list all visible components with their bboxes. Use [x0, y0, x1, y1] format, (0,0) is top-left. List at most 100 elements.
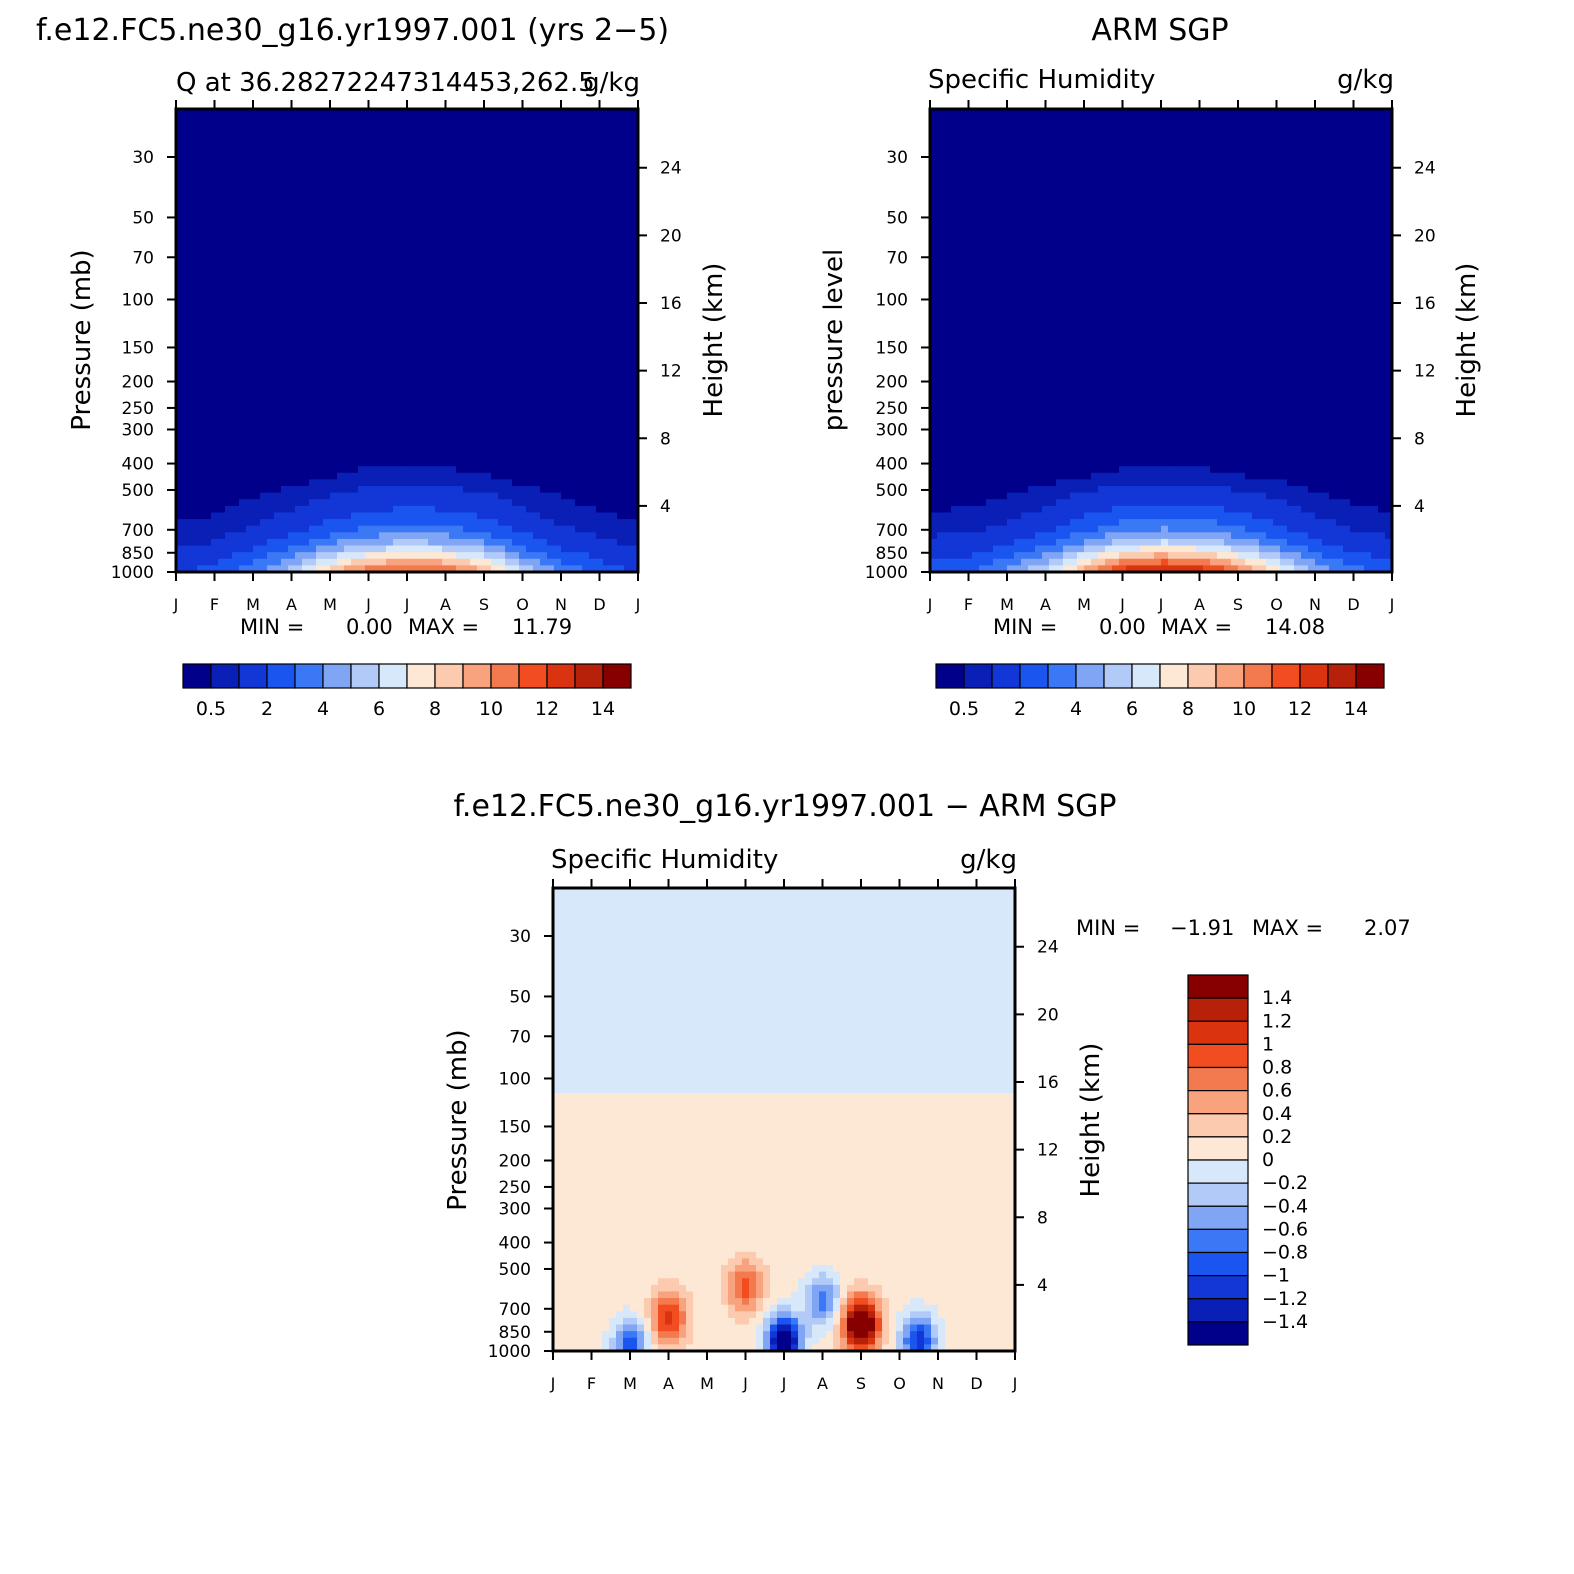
contour-cell	[631, 261, 639, 269]
contour-cell	[470, 406, 478, 414]
contour-cell	[568, 486, 576, 494]
contour-cell	[337, 274, 345, 282]
contour-cell	[477, 452, 485, 461]
contour-cell	[407, 214, 415, 223]
contour-cell	[589, 175, 597, 183]
contour-cell	[295, 499, 303, 507]
contour-cell	[204, 433, 212, 441]
contour-cell	[414, 287, 422, 295]
contour-cell	[596, 228, 604, 236]
contour-cell	[526, 241, 534, 249]
contour-cell	[449, 128, 457, 137]
contour-cell	[540, 254, 548, 262]
contour-cell	[337, 261, 345, 269]
contour-cell	[225, 565, 233, 573]
contour-cell	[526, 400, 534, 408]
contour-cell	[596, 393, 604, 401]
contour-cell	[372, 128, 380, 137]
contour-cell	[183, 347, 191, 355]
contour-cell	[491, 400, 499, 408]
contour-cell	[435, 433, 443, 441]
contour-cell	[176, 525, 184, 533]
contour-cell	[190, 452, 198, 461]
contour-cell	[610, 221, 618, 229]
contour-cell	[589, 142, 597, 150]
contour-cell	[379, 142, 387, 150]
contour-cell	[477, 294, 485, 302]
contour-cell	[1364, 128, 1372, 137]
contour-cell	[519, 320, 527, 328]
contour-cell	[274, 188, 282, 196]
contour-cell	[218, 512, 226, 520]
contour-cell	[344, 333, 352, 342]
contour-cell	[225, 314, 233, 322]
contour-cell	[400, 142, 408, 150]
contour-cell	[337, 294, 345, 302]
contour-cell	[547, 400, 555, 408]
contour-cell	[498, 340, 506, 348]
contour-cell	[197, 340, 205, 348]
contour-cell	[225, 426, 233, 434]
contour-cell	[624, 194, 632, 203]
contour-cell	[274, 274, 282, 282]
contour-cell	[435, 261, 443, 269]
contour-cell	[610, 519, 618, 527]
contour-cell	[526, 446, 534, 454]
contour-cell	[260, 466, 268, 474]
contour-cell	[400, 155, 408, 163]
contour-cell	[561, 347, 569, 355]
contour-cell	[470, 320, 478, 328]
contour-cell	[589, 472, 597, 480]
contour-cell	[575, 386, 583, 395]
contour-cell	[204, 400, 212, 408]
contour-cell	[239, 545, 247, 553]
contour-cell	[449, 413, 457, 421]
contour-cell	[225, 221, 233, 229]
contour-cell	[505, 274, 513, 282]
contour-cell	[330, 181, 338, 189]
contour-cell	[540, 128, 548, 137]
contour-cell	[358, 492, 366, 500]
contour-cell	[295, 492, 303, 500]
contour-cell	[1287, 115, 1295, 123]
contour-cell	[596, 373, 604, 381]
contour-cell	[218, 115, 226, 123]
contour-cell	[295, 353, 303, 361]
contour-cell	[323, 433, 331, 441]
contour-cell	[309, 393, 317, 401]
contour-cell	[197, 459, 205, 467]
contour-cell	[519, 109, 527, 117]
contour-cell	[617, 168, 625, 176]
contour-cell	[491, 234, 499, 242]
contour-cell	[246, 499, 254, 507]
contour-cell	[253, 552, 261, 560]
contour-cell	[218, 109, 226, 117]
contour-cell	[190, 194, 198, 203]
contour-cell	[470, 115, 478, 123]
contour-cell	[176, 479, 184, 487]
contour-cell	[288, 241, 296, 249]
contour-cell	[972, 128, 980, 137]
contour-cell	[491, 452, 499, 461]
contour-cell	[309, 558, 317, 566]
contour-cell	[225, 472, 233, 480]
contour-cell	[449, 327, 457, 335]
contour-cell	[589, 261, 597, 269]
contour-cell	[281, 267, 289, 275]
contour-cell	[498, 439, 506, 447]
contour-cell	[617, 558, 625, 566]
contour-cell	[1259, 122, 1267, 130]
contour-cell	[477, 472, 485, 480]
contour-cell	[365, 380, 373, 388]
contour-cell	[1028, 122, 1036, 130]
contour-cell	[302, 201, 310, 209]
contour-cell	[1042, 122, 1050, 130]
contour-cell	[589, 373, 597, 381]
contour-cell	[218, 247, 226, 256]
contour-cell	[547, 366, 555, 375]
contour-cell	[547, 300, 555, 309]
contour-cell	[498, 499, 506, 507]
contour-cell	[190, 307, 198, 315]
contour-cell	[568, 347, 576, 355]
contour-cell	[505, 486, 513, 494]
